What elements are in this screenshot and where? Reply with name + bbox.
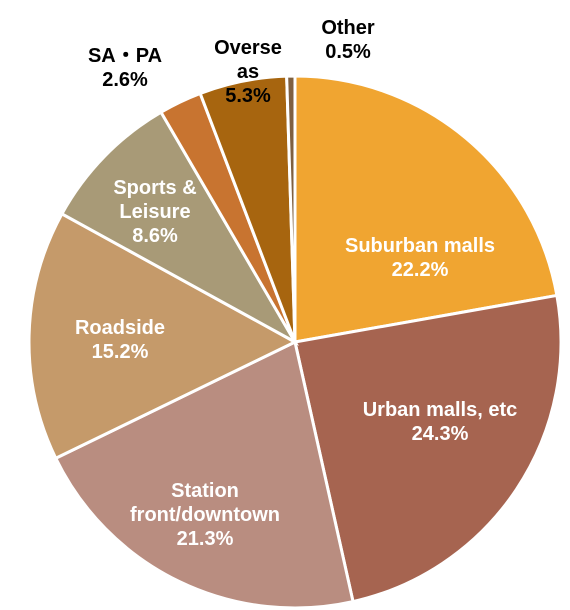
value-label: 5.3% [225,85,271,107]
category-label: Sports & Leisure [113,177,197,223]
pie-slice [27,211,299,461]
slice-label: Sports & Leisure 8.6% [90,176,220,248]
pie-slice [293,293,563,604]
slice-label: Urban malls, etc 24.3% [320,398,560,446]
pie-slice [293,74,559,344]
slice-label: SA・PA 2.6% [85,44,165,92]
pie-slice [59,110,300,346]
value-label: 22.2% [391,259,449,281]
pie-slice [53,339,355,610]
value-label: 24.3% [411,423,469,445]
category-label: Overseas [214,37,282,83]
slice-label: Station front/downtown 21.3% [120,479,290,551]
slice-label: Suburban malls 22.2% [310,234,530,282]
category-label: Other [321,17,375,39]
slice-label: Overseas 5.3% [212,36,284,108]
value-label: 2.6% [102,69,148,91]
pie-slice [285,74,297,343]
slice-label: Other 0.5% [308,16,388,64]
category-label: SA・PA [87,45,163,67]
category-label: Suburban malls [344,235,496,257]
value-label: 8.6% [132,225,178,247]
value-label: 15.2% [91,341,149,363]
value-label: 21.3% [176,528,234,550]
category-label: Roadside [74,317,166,339]
category-label: Urban malls, etc [362,399,518,421]
slice-label: Roadside 15.2% [60,316,180,364]
value-label: 0.5% [325,41,371,63]
category-label: Station front/downtown [130,480,280,526]
